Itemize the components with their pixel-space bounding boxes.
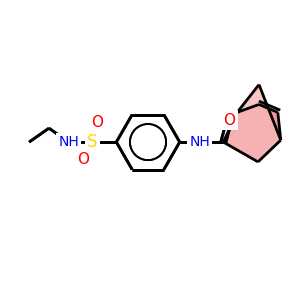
Text: O: O [92, 115, 104, 130]
Polygon shape [223, 104, 281, 162]
Polygon shape [237, 85, 281, 140]
Text: O: O [223, 113, 235, 128]
Text: NH: NH [58, 135, 79, 149]
Text: S: S [87, 133, 98, 151]
Text: O: O [76, 152, 88, 167]
Text: NH: NH [189, 135, 210, 149]
